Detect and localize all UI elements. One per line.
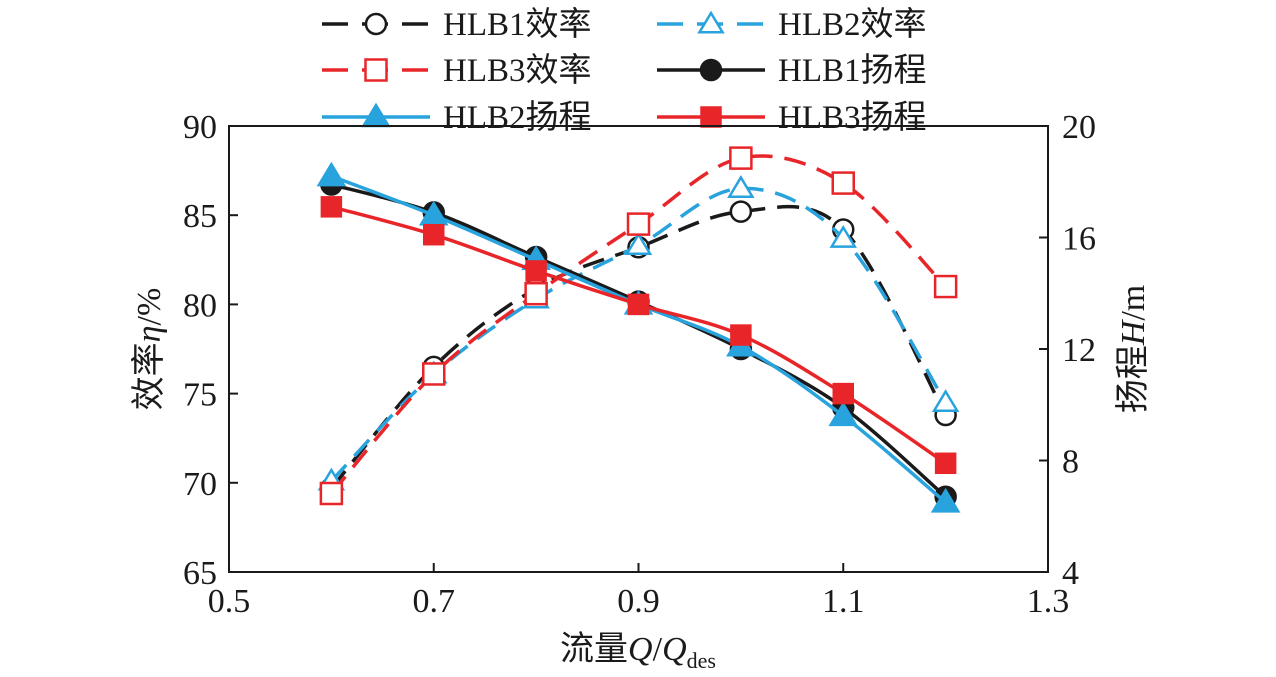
data-point [626, 212, 651, 236]
legend-swatch-marker [364, 58, 388, 82]
series-HLB3效率 [319, 146, 958, 506]
x-tick-label: 1.1 [822, 583, 865, 620]
right-y-tick-label: 20 [1062, 109, 1096, 146]
left-y-axis-title: 效率η/% [130, 288, 168, 411]
right-y-axis-title: 扬程H/m [1114, 285, 1152, 413]
legend-label: HLB2扬程 [443, 100, 592, 136]
data-point [524, 281, 548, 306]
x-axis-title-numerator: Q [628, 631, 653, 668]
legend-item: HLB3扬程 [657, 100, 927, 136]
data-point [832, 382, 854, 405]
legend: HLB1效率 HLB2效率 HLB3效率 HLB1扬程 HLB2扬程 HLB3扬程 [322, 6, 927, 136]
x-axis-title-prefix: 流量 [560, 630, 628, 668]
data-point [829, 224, 858, 248]
left-y-axis-title-suffix: /% [131, 288, 168, 326]
legend-swatch-marker [699, 58, 723, 82]
data-point [828, 401, 859, 427]
right-y-tick-label: 16 [1062, 221, 1096, 258]
right-y-tick-label: 4 [1062, 555, 1079, 592]
data-point [933, 274, 958, 299]
data-point [624, 232, 653, 256]
x-axis-title-slash: / [653, 631, 663, 668]
left-y-tick-label: 85 [183, 198, 217, 235]
data-point [627, 293, 650, 316]
right-y-tick-label: 12 [1062, 332, 1096, 369]
x-tick-label: 0.9 [617, 583, 660, 620]
right-y-axis-title-prefix: 扬程 [1114, 345, 1152, 413]
legend-label: HLB3效率 [443, 52, 592, 89]
data-point [727, 175, 755, 198]
right-y-axis-title-suffix: /m [1115, 285, 1152, 321]
data-point [930, 487, 961, 513]
legend-item: HLB1扬程 [657, 53, 927, 89]
right-y-tick-label: 8 [1062, 444, 1079, 481]
x-tick-label: 1.3 [1027, 583, 1070, 620]
data-point [729, 200, 753, 223]
data-point [316, 161, 347, 187]
x-axis: 0.5 0.7 0.9 1.1 1.3 [208, 563, 1070, 620]
left-y-tick-label: 80 [183, 287, 217, 324]
data-point [320, 196, 343, 218]
x-tick-label: 0.5 [208, 583, 251, 620]
data-point [729, 146, 753, 170]
x-axis-title: 流量Q/Qdes [560, 630, 716, 673]
x-axis-title-subscript: des [687, 648, 716, 673]
left-y-tick-label: 70 [183, 466, 217, 503]
plot-frame [228, 125, 1049, 573]
legend-item: HLB3效率 [322, 52, 592, 89]
data-point [931, 389, 960, 413]
x-tick-label: 0.7 [413, 583, 456, 620]
left-y-tick-label: 90 [183, 109, 217, 146]
data-point [730, 324, 752, 346]
x-axis-title-denominator: Q [662, 631, 687, 668]
left-y-tick-label: 75 [183, 377, 217, 414]
left-y-tick-label: 65 [183, 555, 217, 592]
data-point [934, 452, 957, 475]
legend-label: HLB1效率 [443, 6, 592, 43]
data-point [831, 171, 855, 195]
legend-swatch-marker [697, 10, 725, 34]
left-y-axis-title-var: η [131, 325, 168, 342]
series-line [330, 154, 947, 495]
data-point [423, 223, 445, 246]
left-y-axis: 65 70 75 80 85 90 [183, 109, 238, 592]
data-point [422, 362, 446, 386]
legend-item: HLB1效率 [322, 6, 592, 43]
legend-label: HLB3扬程 [778, 100, 927, 136]
data-point [525, 260, 547, 282]
legend-label: HLB2效率 [778, 6, 927, 43]
legend-swatch-marker [364, 12, 388, 36]
legend-swatch-marker [700, 106, 722, 128]
data-point [319, 481, 344, 506]
legend-item: HLB2扬程 [322, 100, 592, 136]
right-y-axis: 4 8 12 16 20 [1039, 109, 1096, 592]
series-layer [316, 146, 961, 513]
legend-item: HLB2效率 [657, 6, 927, 43]
right-y-axis-title-var: H [1115, 318, 1152, 346]
series-HLB3扬程 [320, 196, 957, 475]
legend-label: HLB1扬程 [778, 53, 927, 89]
left-y-axis-title-prefix: 效率 [130, 342, 168, 410]
